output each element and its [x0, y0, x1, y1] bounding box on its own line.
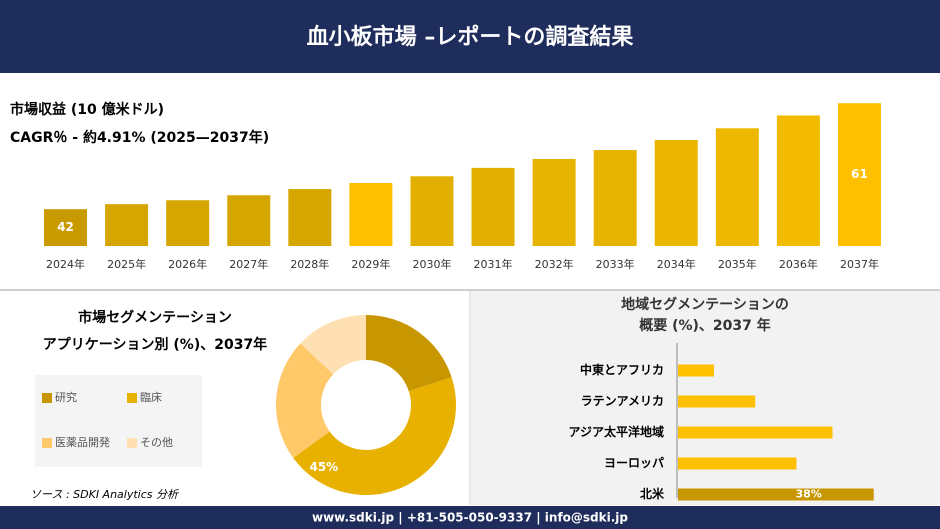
- footer-bar: [0, 506, 940, 529]
- donut-slice: [300, 315, 366, 375]
- chart-title: 地域セグメンテーションの: [621, 296, 789, 313]
- y-tick-label: ヨーロッパ: [604, 456, 664, 470]
- bar: [678, 488, 874, 501]
- bar: [678, 395, 756, 408]
- legend-swatch: [127, 438, 137, 448]
- legend-label: 研究: [55, 390, 77, 404]
- y-tick-label: 中東とアフリカ: [580, 362, 664, 377]
- x-tick-label: 2027年: [229, 257, 268, 271]
- y-tick-label: アジア太平洋地域: [568, 424, 664, 439]
- bar: [776, 115, 820, 246]
- data-label: 61: [851, 167, 868, 181]
- legend-label: 臨床: [140, 390, 162, 404]
- x-tick-label: 2036年: [779, 257, 818, 271]
- x-tick-label: 2030年: [412, 257, 451, 271]
- page-title: 血小板市場 –レポートの調査結果: [307, 24, 634, 50]
- bar: [593, 150, 637, 246]
- data-label: 42: [57, 220, 74, 234]
- x-tick-label: 2026年: [168, 257, 207, 271]
- legend-label: その他: [140, 436, 173, 449]
- bar: [678, 364, 715, 377]
- x-tick-label: 2028年: [290, 257, 329, 271]
- bar: [166, 200, 210, 246]
- legend-swatch: [42, 438, 52, 448]
- bar: [105, 204, 149, 246]
- x-tick-label: 2037年: [840, 257, 879, 271]
- bar: [349, 182, 393, 246]
- bar: [654, 140, 698, 246]
- legend-label: 医薬品開発: [55, 435, 110, 449]
- bar: [471, 167, 515, 246]
- legend-swatch: [42, 393, 52, 403]
- bar: [715, 128, 759, 246]
- y-tick-label: 北米: [640, 486, 665, 501]
- bar: [288, 189, 332, 246]
- annotation: 市場収益 (10 億米ドル): [10, 101, 164, 118]
- bar: [410, 176, 454, 246]
- bar: [227, 195, 271, 246]
- donut-slice: [293, 377, 457, 496]
- footer-contact: www.sdki.jp | +81-505-050-9337 | info@sd…: [312, 511, 628, 525]
- chart-title: 概要 (%)、2037 年: [639, 317, 771, 334]
- bar: [532, 158, 576, 246]
- chart-title: アプリケーション別 (%)、2037年: [43, 336, 267, 353]
- bar: [44, 209, 88, 246]
- donut-slice: [276, 343, 334, 458]
- annotation: CAGR％ - 約4.91% (2025—2037年): [10, 129, 269, 146]
- donut-slice: [366, 315, 452, 392]
- x-tick-label: 2035年: [718, 257, 757, 271]
- x-tick-label: 2029年: [351, 257, 390, 271]
- bar: [678, 426, 833, 439]
- header-bar: [0, 0, 940, 73]
- x-tick-label: 2034年: [657, 257, 696, 271]
- x-tick-label: 2031年: [474, 257, 513, 271]
- x-tick-label: 2025年: [107, 257, 146, 271]
- bar: [837, 103, 881, 246]
- data-label: 38%: [796, 488, 822, 501]
- chart-title: 市場セグメンテーション: [78, 309, 232, 326]
- source-note: ソース : SDKI Analytics 分析: [30, 488, 180, 501]
- legend-swatch: [127, 393, 137, 403]
- x-tick-label: 2024年: [46, 257, 85, 271]
- x-tick-label: 2033年: [596, 257, 635, 271]
- x-tick-label: 2032年: [535, 257, 574, 271]
- legend-box: [35, 375, 202, 467]
- y-tick-label: ラテンアメリカ: [581, 394, 664, 408]
- data-label: 45%: [309, 460, 338, 474]
- bar: [678, 457, 797, 470]
